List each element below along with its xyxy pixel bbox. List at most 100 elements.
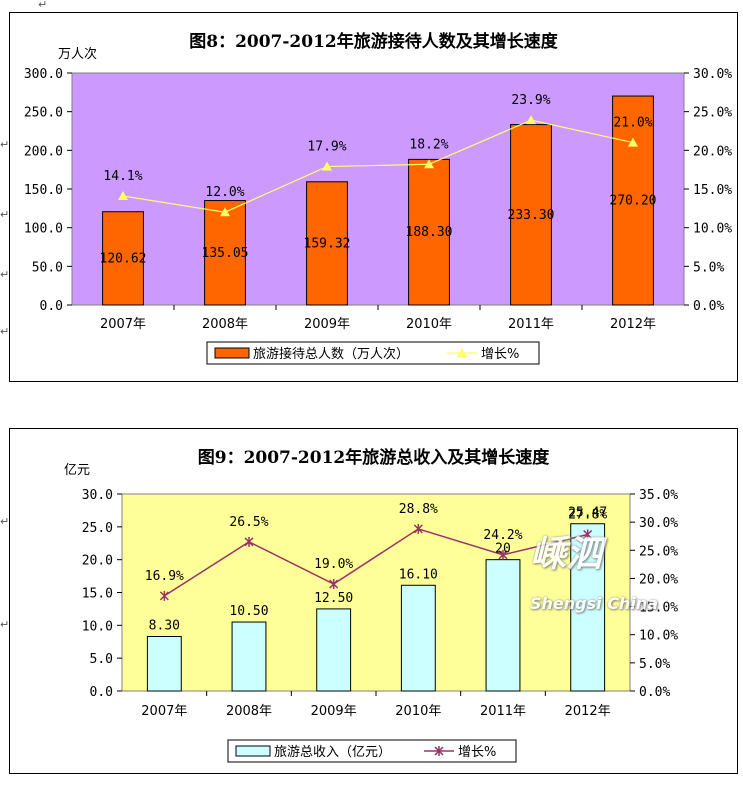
- chart2-left-tick-label: 20.0: [82, 554, 113, 569]
- chart1-left-tick-label: 100.0: [24, 222, 63, 237]
- chart2-right-tick-label: 15.0%: [639, 601, 678, 616]
- chart2-left-tick-label: 0.0: [90, 685, 113, 700]
- chart2-bar-label: 16.10: [399, 567, 438, 582]
- return-mark-icon: ↵: [38, 0, 48, 11]
- chart2-category-label: 2008年: [226, 704, 272, 719]
- chart2-left-tick-label: 5.0: [90, 652, 113, 667]
- chart1-bar-label: 120.62: [100, 251, 147, 266]
- chart2-right-tick-label: 10.0%: [639, 629, 678, 644]
- chart1-bar-label: 159.32: [304, 236, 351, 251]
- chart2-line-label: 24.2%: [483, 528, 522, 543]
- chart1-category-label: 2007年: [100, 317, 146, 332]
- chart1-bar-label: 270.20: [610, 194, 657, 209]
- chart2-bar: [316, 608, 352, 692]
- chart2-line-point: [159, 590, 169, 601]
- chart2-line-point: [583, 529, 593, 540]
- chart1-right-tick-label: 25.0%: [693, 106, 732, 121]
- chart1-category-label: 2010年: [406, 317, 452, 332]
- chart2-legend-line-label: 增长%: [458, 745, 496, 760]
- chart2-legend-line-marker: [434, 746, 444, 756]
- chart1-y-unit: 万人次: [58, 47, 98, 62]
- chart1-category-label: 2009年: [304, 317, 350, 332]
- chart2-line-label: 28.8%: [399, 502, 438, 517]
- chart2-bar-label: 10.50: [229, 604, 268, 619]
- chart1-left-tick-label: 200.0: [24, 144, 63, 159]
- chart1-bar: [204, 200, 246, 306]
- chart1-plot-area: [71, 72, 685, 306]
- chart1-bar-label: 135.05: [202, 246, 249, 261]
- chart2-title: 图9：2007-2012年旅游总收入及其增长速度: [197, 448, 550, 468]
- chart2-category-label: 2009年: [311, 704, 357, 719]
- chart2-bar-label: 12.50: [314, 591, 353, 606]
- chart2-right-tick-label: 30.0%: [639, 516, 678, 531]
- watermark-glyphs: 嵊泗: [530, 534, 603, 575]
- chart1-line-point: [220, 207, 230, 217]
- chart2-legend-bar-label: 旅游总收入（亿元）: [274, 745, 391, 760]
- chart2-category-label: 2007年: [141, 704, 187, 719]
- chart2-category-label: 2011年: [480, 704, 526, 719]
- chart2-legend-bar-swatch: [235, 745, 271, 757]
- chart2-bar: [400, 584, 436, 692]
- chart2-line-point: [498, 549, 508, 560]
- chart2-line-label: 26.5%: [229, 515, 268, 530]
- return-mark-icon: ↵: [0, 515, 10, 528]
- chart1-bar: [612, 95, 654, 306]
- chart1-line: [122, 119, 634, 213]
- chart1-line-point: [322, 161, 332, 171]
- chart2-right-tick-label: 35.0%: [639, 488, 678, 503]
- chart1-legend-line-marker: [457, 348, 467, 357]
- chart2-bar-label: 25.47: [568, 506, 607, 521]
- return-mark-icon: ↵: [0, 138, 10, 151]
- chart1-bar: [510, 124, 552, 306]
- chart1-line-point: [526, 115, 536, 125]
- chart1-bar-label: 188.30: [406, 225, 453, 240]
- chart2-right-tick-label: 0.0%: [639, 685, 670, 700]
- chart2-bar-label: 8.30: [149, 618, 180, 633]
- chart1-line-point: [424, 159, 434, 169]
- chart2-plot-area: [121, 493, 631, 692]
- chart1-line-label: 14.1%: [103, 169, 142, 184]
- chart2-line-label: 16.9%: [145, 569, 184, 584]
- return-mark-icon: ↵: [0, 618, 10, 631]
- chart1-legend-box: [206, 341, 540, 365]
- chart2-bar-label: 20: [495, 542, 511, 557]
- chart2-right-tick-label: 25.0%: [639, 544, 678, 559]
- chart1-legend-line-label: 增长%: [481, 347, 519, 362]
- chart1-title: 图8：2007-2012年旅游接待人数及其增长速度: [189, 32, 558, 52]
- chart2-bar: [231, 621, 267, 692]
- chart2-left-tick-label: 10.0: [82, 619, 113, 634]
- chart2-category-label: 2012年: [565, 704, 611, 719]
- chart2-right-tick-label: 20.0%: [639, 572, 678, 587]
- chart1-line-point: [628, 137, 638, 147]
- chart2-category-label: 2010年: [395, 704, 441, 719]
- chart2-bar: [146, 635, 182, 692]
- chart1-right-tick-label: 20.0%: [693, 144, 732, 159]
- chart2-left-tick-label: 25.0: [82, 521, 113, 536]
- chart1-legend-bar-label: 旅游接待总人数（万人次）: [253, 346, 409, 362]
- return-mark-icon: ↵: [0, 268, 10, 281]
- chart2-right-tick-label: 5.0%: [639, 657, 670, 672]
- chart1-left-tick-label: 0.0: [40, 299, 63, 314]
- chart2-line-point: [413, 523, 423, 534]
- return-mark-icon: ↵: [0, 325, 10, 338]
- chart1-line-label: 21.0%: [613, 116, 652, 131]
- chart1-right-tick-label: 0.0%: [693, 299, 724, 314]
- chart2-line: [163, 528, 588, 597]
- chart1-right-tick-label: 5.0%: [693, 260, 724, 275]
- chart1-right-tick-label: 10.0%: [693, 222, 732, 237]
- chart1-line-label: 17.9%: [307, 140, 346, 155]
- chart2-left-tick-label: 30.0: [82, 488, 113, 503]
- chart2-line-label: 19.0%: [314, 557, 353, 572]
- chart1-line-point: [118, 190, 128, 200]
- chart1-category-label: 2012年: [610, 317, 656, 332]
- chart1-right-tick-label: 15.0%: [693, 183, 732, 198]
- chart1-bar-label: 233.30: [508, 208, 555, 223]
- chart1-category-label: 2011年: [508, 317, 554, 332]
- chart1-bar: [306, 181, 348, 306]
- chart1-line-label: 18.2%: [409, 137, 448, 152]
- chart2-left-tick-label: 15.0: [82, 587, 113, 602]
- chart1-left-tick-label: 150.0: [24, 183, 63, 198]
- return-mark-icon: ↵: [0, 208, 10, 221]
- chart1-legend-bar-swatch: [214, 347, 250, 359]
